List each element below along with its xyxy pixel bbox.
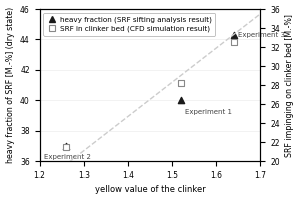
Y-axis label: heavy fraction of SRF [M.-%] (dry state): heavy fraction of SRF [M.-%] (dry state) — [6, 7, 15, 163]
Point — [178, 99, 183, 102]
Point — [178, 82, 183, 85]
Point — [64, 144, 68, 148]
Text: Experiment 3: Experiment 3 — [238, 32, 285, 38]
Point — [232, 33, 236, 37]
Point — [64, 145, 68, 149]
X-axis label: yellow value of the clinker: yellow value of the clinker — [94, 185, 206, 194]
Y-axis label: SRF impinging on clinker bed [M.-%]: SRF impinging on clinker bed [M.-%] — [285, 14, 294, 157]
Text: Experiment 2: Experiment 2 — [44, 154, 91, 160]
Text: Experiment 1: Experiment 1 — [185, 109, 232, 115]
Point — [232, 41, 236, 44]
Legend: heavy fraction (SRF sifting analysis result), SRF in clinker bed (CFD simulation: heavy fraction (SRF sifting analysis res… — [43, 13, 215, 36]
